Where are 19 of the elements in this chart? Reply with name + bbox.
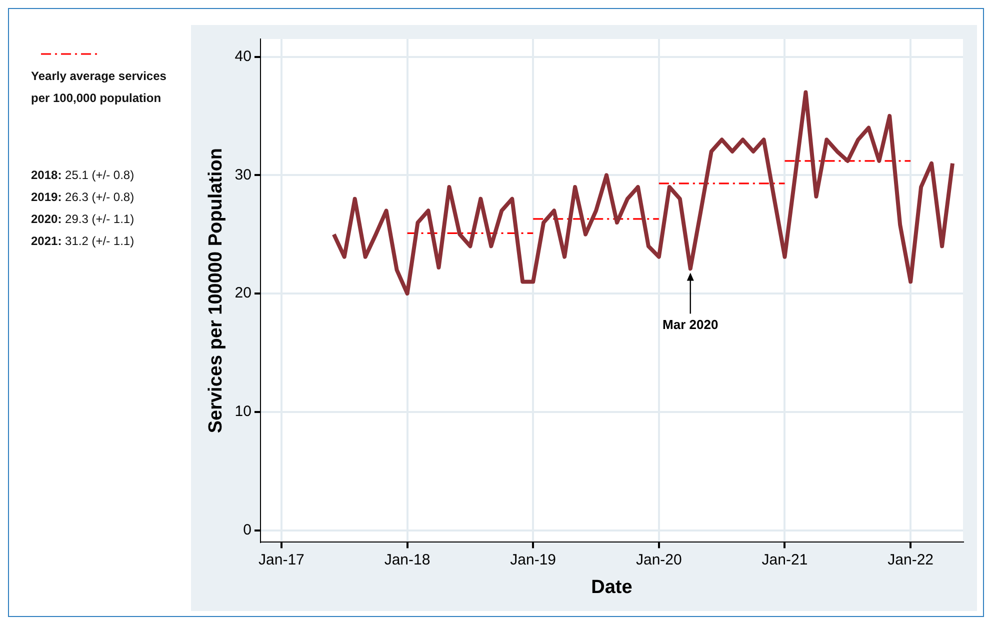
annotation: Mar 2020: [662, 316, 718, 332]
y-tick-label: 20: [234, 284, 252, 302]
x-tick-label: Jan-17: [258, 551, 304, 568]
x-tick-label: Jan-19: [510, 551, 556, 568]
x-tick-label: Jan-20: [636, 551, 682, 568]
x-tick-label: Jan-18: [384, 551, 430, 568]
x-tick-label: Jan-21: [762, 551, 808, 568]
y-tick-label: 40: [234, 48, 252, 65]
text: 2019: 26.3 (+/- 0.8): [31, 189, 136, 206]
y-tick-label: 0: [243, 522, 252, 538]
y-tick-label: 30: [234, 166, 252, 184]
text: Yearly average services per 100,000 population: [31, 68, 168, 107]
x-tick-label: Jan-22: [888, 551, 934, 568]
y-tick-label: 10: [234, 403, 252, 420]
text: 2018: 25.1 (+/- 0.8): [31, 167, 136, 184]
text: 2020: 29.3 (+/- 1.1): [31, 211, 136, 228]
text: 2021: 31.2 (+/- 1.1): [31, 233, 136, 250]
y-axis-title: Services per 100000 Population: [206, 148, 227, 434]
x-axis-title: Date: [591, 576, 632, 598]
